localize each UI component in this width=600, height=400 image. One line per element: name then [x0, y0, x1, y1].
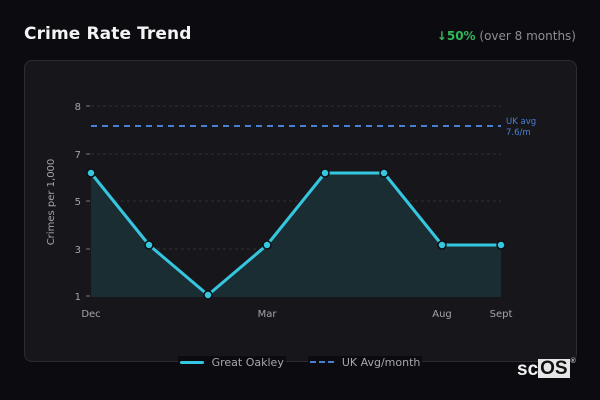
page-title: Crime Rate Trend	[24, 24, 192, 44]
y-tick-8: 8	[75, 102, 81, 113]
data-point[interactable]	[437, 240, 447, 250]
series-line-great-oakley	[89, 171, 501, 297]
data-point[interactable]	[496, 240, 506, 250]
dashed-line-swatch-icon	[309, 361, 334, 363]
y-axis-title: Crimes per 1,000	[46, 159, 57, 246]
data-point[interactable]	[262, 240, 272, 250]
delta-note: (over 8 months)	[479, 29, 576, 43]
x-tick-mar: Mar	[258, 309, 278, 320]
x-axis-labels: Dec Mar Aug Sept	[81, 309, 512, 320]
y-tick-marks	[86, 105, 90, 297]
data-point[interactable]	[320, 168, 330, 178]
x-tick-dec: Dec	[81, 309, 100, 320]
solid-line-swatch-icon	[179, 360, 204, 364]
series-area	[91, 173, 501, 297]
trend-summary: ↓50% (over 8 months)	[437, 29, 576, 43]
data-points	[86, 168, 506, 300]
y-axis-labels: 8 7 5 3 1	[75, 102, 81, 303]
x-tick-sept: Sept	[490, 309, 513, 320]
x-tick-aug: Aug	[432, 309, 452, 320]
legend-label: UK Avg/month	[341, 355, 421, 369]
y-tick-1: 1	[75, 292, 81, 303]
delta-percent: 50%	[446, 29, 476, 43]
legend-label: Great Oakley	[211, 355, 284, 369]
uk-avg-annotation-line2: 7.6/m	[506, 128, 531, 138]
registered-mark-icon: ®	[570, 358, 576, 365]
y-tick-7: 7	[75, 150, 81, 161]
y-tick-3: 3	[75, 245, 81, 256]
data-point[interactable]	[203, 290, 213, 300]
data-point[interactable]	[144, 240, 154, 250]
data-point[interactable]	[86, 168, 96, 178]
y-tick-5: 5	[75, 197, 81, 208]
uk-avg-annotation-line1: UK avg	[506, 117, 536, 127]
legend-item-uk-avg[interactable]: UK Avg/month	[307, 355, 423, 369]
logo-highlight: OS	[538, 358, 570, 379]
down-arrow-icon: ↓	[436, 29, 447, 43]
legend-item-great-oakley[interactable]: Great Oakley	[177, 355, 286, 369]
data-point[interactable]	[379, 168, 389, 178]
logo-prefix: sc	[517, 359, 539, 380]
scos-logo: sc OS ®	[517, 358, 576, 381]
chart-legend: Great Oakley UK Avg/month	[0, 352, 600, 372]
